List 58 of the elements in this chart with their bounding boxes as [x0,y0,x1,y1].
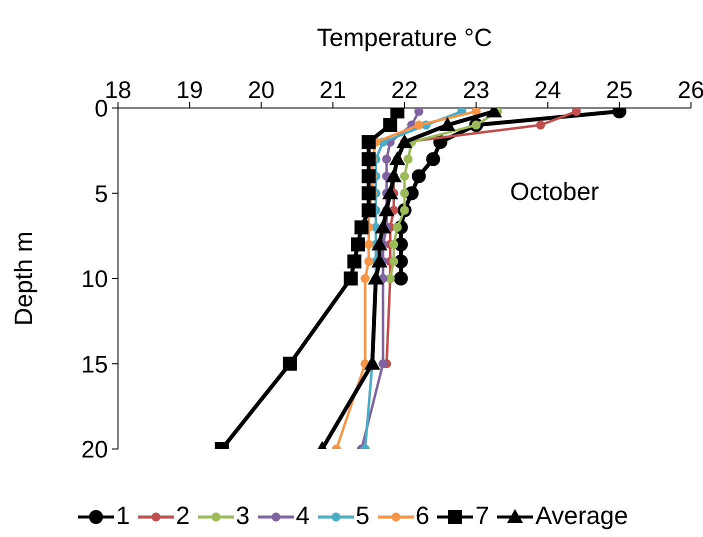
point [362,203,376,218]
x-tick-label: 23 [462,77,490,104]
point [347,254,362,268]
y-tick-label: 5 [94,180,108,208]
point [414,120,424,130]
point [572,108,581,116]
legend-label: 7 [475,502,490,531]
point [400,188,409,198]
point [389,151,406,166]
y-tick-label: 15 [81,351,108,378]
point [382,154,392,164]
point [368,270,384,284]
point [536,120,546,130]
legend-label: 5 [356,502,370,531]
x-tick-label: 26 [678,77,703,104]
point [389,256,398,266]
point [375,219,392,234]
legend-label: 4 [296,502,310,531]
legend-label: 6 [416,502,430,531]
point [362,135,376,150]
point [394,272,408,286]
legend-label: 3 [236,502,250,531]
x-axis-title: Temperature °C [316,24,492,52]
point [350,237,365,252]
point [360,274,370,283]
legend-label: Average [535,502,628,531]
point [344,272,358,286]
y-tick-label: 0 [94,96,108,123]
point [414,108,424,116]
point [404,154,413,164]
point [354,220,369,234]
x-tick-label: 25 [606,77,633,104]
x-tick-label: 21 [320,77,346,104]
point [378,359,388,368]
point [371,236,388,250]
x-tick-label: 19 [176,77,203,104]
point [389,240,398,249]
x-tick-label: 20 [248,77,275,104]
x-tick-label: 24 [534,77,562,104]
point [396,134,412,148]
point [439,117,456,132]
point [282,356,297,371]
y-axis-title: Depth m [10,231,38,326]
point [383,118,398,132]
point [386,168,402,182]
legend-label: 1 [116,502,130,531]
point [382,185,398,200]
legend-label: 2 [176,502,190,531]
point [364,256,374,266]
point [378,202,395,216]
annotation: October [510,178,599,207]
y-tick-label: 20 [81,436,108,464]
point [412,169,426,184]
point [400,172,409,181]
x-tick-label: 22 [391,77,418,104]
point [426,152,440,166]
y-tick-label: 10 [81,266,108,294]
point [364,240,374,249]
